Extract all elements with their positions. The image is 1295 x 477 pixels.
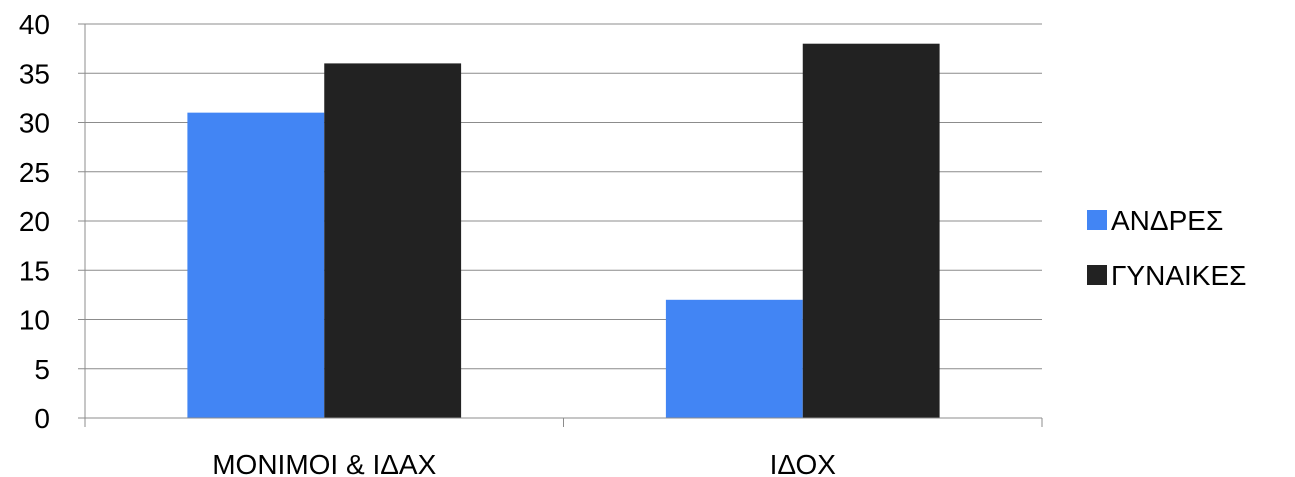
y-axis-tick-labels: 0 5 10 15 20 25 30 35 40 [19,9,50,434]
y-tick-label: 25 [19,157,50,188]
bar-series-2-1 [324,63,462,419]
y-tick-label: 15 [19,255,50,286]
y-tick-label: 5 [34,354,50,385]
legend-swatch-1 [1087,210,1107,230]
bar-series-1-2 [665,299,803,418]
bars [187,43,940,419]
y-tick-label: 40 [19,9,50,40]
legend: ΑΝΔΡΕΣ ΓΥΝΑΙΚΕΣ [1087,205,1246,291]
x-tick-label: ΜΟΝΙΜΟΙ & ΙΔΑΧ [212,449,436,477]
y-tick-label: 35 [19,58,50,89]
bar-series-2-2 [802,43,940,418]
x-axis-tick-labels: ΜΟΝΙΜΟΙ & ΙΔΑΧ ΙΔΟΧ [212,449,836,477]
y-tick-label: 30 [19,108,50,139]
bar-series-1-1 [187,112,325,419]
y-tick-label: 0 [34,403,50,434]
axes [84,24,1043,427]
x-tick-label: ΙΔΟΧ [770,449,837,477]
y-tick-label: 10 [19,305,50,336]
legend-swatch-2 [1087,265,1107,285]
legend-label-2: ΓΥΝΑΙΚΕΣ [1111,260,1246,291]
legend-label-1: ΑΝΔΡΕΣ [1111,205,1223,236]
y-tick-label: 20 [19,206,50,237]
